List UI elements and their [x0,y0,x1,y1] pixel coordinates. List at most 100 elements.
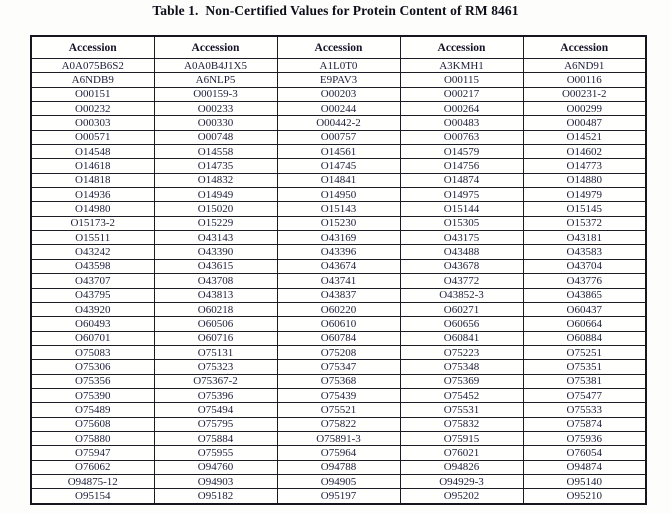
accession-cell: O14558 [153,144,278,160]
accession-cell: O14521 [522,129,647,146]
accession-cell: O14745 [276,158,401,174]
accession-cell: O43143 [153,230,278,246]
accession-cell: O60610 [276,316,401,332]
accession-cell: O60506 [153,316,278,332]
table-row: O75083 O75131 O75208 O75223 O75251 [30,344,647,361]
table-row: O14980 O15020 O15143 O15144 O15145 [30,201,647,217]
accession-cell: O75822 [276,416,401,432]
accession-cell: O00159-3 [153,86,278,103]
table-row: O00303 O00330 O00442-2 O00483 O00487 [30,115,647,131]
accession-cell: O00763 [399,129,524,146]
table-row: O15173-2 O15229 O15230 O15305 O15372 [30,215,647,232]
accession-cell: O60664 [522,316,647,332]
accession-cell: O75131 [153,344,278,361]
accession-cell: O75251 [522,344,647,361]
table-row: O14818 O14832 O14841 O14874 O14880 [30,172,647,189]
accession-cell: O75396 [153,387,278,404]
accession-cell: O75083 [30,344,155,361]
accession-cell: O43813 [153,287,278,303]
accession-cell: O75964 [276,445,401,461]
accession-cell: O75915 [399,430,524,447]
accession-cell: O43852-3 [399,287,524,303]
accession-cell: O60716 [153,330,278,346]
table-row: O43795 O43813 O43837 O43852-3 O43865 [30,287,647,303]
table-row: O43242 O43390 O43396 O43488 O43583 [30,244,647,260]
accession-cell: O75880 [30,430,155,447]
accession-cell: O14936 [30,187,155,203]
accession-cell: O95210 [522,488,647,505]
accession-cell: O75531 [399,402,524,418]
table-row: O00232 O00233 O00244 O00264 O00299 [30,101,647,117]
table-row: O75608 O75795 O75822 O75832 O75874 [30,416,647,432]
accession-cell: O43390 [153,244,278,260]
accession-cell: O94875-12 [30,473,155,490]
accession-cell: O43615 [153,258,278,275]
table-row: A6NDB9 A6NLP5 E9PAV3 O00115 O00116 [30,72,647,88]
accession-cell: O75208 [276,344,401,361]
accession-cell: O43795 [30,287,155,303]
column-header-accession: Accession [30,35,155,59]
accession-cell: O43741 [276,273,401,289]
accession-cell: O00244 [276,101,401,117]
accession-cell: O00483 [399,115,524,131]
table-row: O75390 O75396 O75439 O75452 O75477 [30,387,647,404]
accession-cell: A1L0T0 [276,57,401,74]
table-row: O14936 O14949 O14950 O14975 O14979 [30,187,647,203]
accession-cell: O60437 [522,301,647,318]
accession-cell: O00203 [276,86,401,103]
accession-cell: O00303 [30,115,155,131]
accession-cell: O75608 [30,416,155,432]
accession-cell: O75795 [153,416,278,432]
accession-cell: A0A0B4J1X5 [153,57,278,74]
accession-cell: O00487 [522,115,647,131]
accession-cell: O43837 [276,287,401,303]
table-row: O00571 O00748 O00757 O00763 O14521 [30,129,647,146]
accession-cell: O75323 [153,359,278,375]
accession-cell: O75955 [153,445,278,461]
column-header-accession: Accession [522,35,647,59]
accession-cell: O60656 [399,316,524,332]
accession-cell: O60841 [399,330,524,346]
accession-cell: O00217 [399,86,524,103]
accession-cell: O60271 [399,301,524,318]
accession-cell: O15305 [399,215,524,232]
accession-cell: O95140 [522,473,647,490]
accession-cell: O00748 [153,129,278,146]
table-row: O95154 O95182 O95197 O95202 O95210 [30,488,647,505]
accession-cell: O94826 [399,459,524,475]
accession-cell: O00442-2 [276,115,401,131]
accession-cell: O75356 [30,373,155,389]
accession-cell: O43865 [522,287,647,303]
accession-cell: O14735 [153,158,278,174]
accession-cell: O76021 [399,445,524,461]
table-row: O14548 O14558 O14561 O14579 O14602 [30,144,647,160]
accession-cell: O75533 [522,402,647,418]
accession-cell: O75367-2 [153,373,278,389]
accession-cell: O75884 [153,430,278,447]
accession-cell: O00571 [30,129,155,146]
accession-cell: O15145 [522,201,647,217]
accession-cell: O43396 [276,244,401,260]
accession-cell: O75351 [522,359,647,375]
accession-cell: O43242 [30,244,155,260]
accession-cell: O75369 [399,373,524,389]
table-title: Table 1. Non-Certified Values for Protei… [152,3,519,18]
header-row: Accession Accession Accession Accession Acce… [30,35,647,59]
accession-cell: O00233 [153,101,278,117]
accession-cell: O14874 [399,172,524,189]
accession-cell: O15173-2 [30,215,155,232]
accession-cell: O95182 [153,488,278,505]
column-header-accession: Accession [276,35,401,59]
accession-cell: O43707 [30,273,155,289]
accession-cell: O14561 [276,144,401,160]
accession-cell: O43772 [399,273,524,289]
accession-cell: O15372 [522,215,647,232]
table-row: O76062 O94760 O94788 O94826 O94874 [30,459,647,475]
accession-cell: O75477 [522,387,647,404]
column-header-accession: Accession [399,35,524,59]
accession-cell: O14756 [399,158,524,174]
accession-cell: O60701 [30,330,155,346]
accession-cell: O95197 [276,488,401,505]
accession-cell: O60493 [30,316,155,332]
